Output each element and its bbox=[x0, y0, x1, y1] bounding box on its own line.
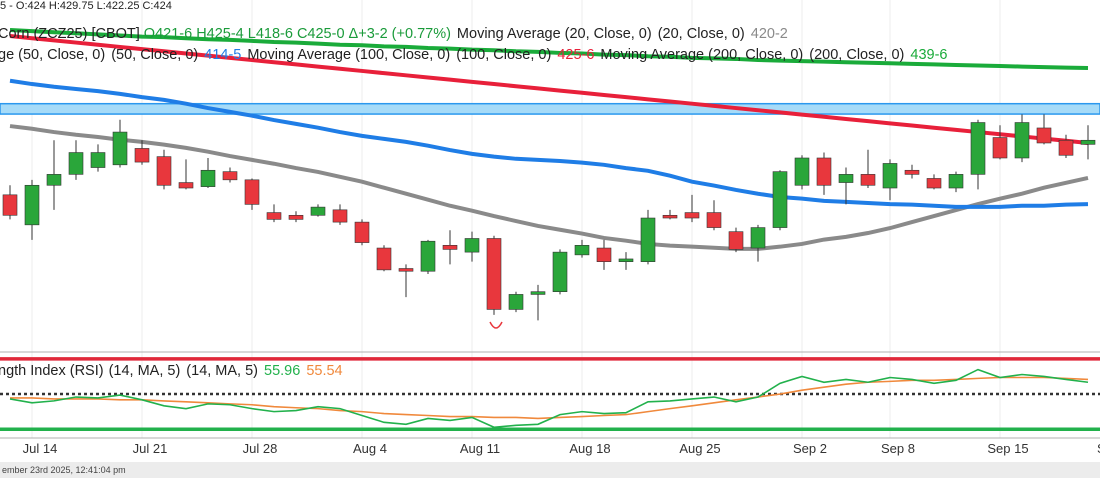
x-tick-label: Sep 2 bbox=[793, 441, 827, 456]
plot-area: Jul 14 Jul 21 Jul 28 Aug 4 Aug 11 Aug 18 Aug 2… bbox=[0, 0, 1100, 456]
candle-body bbox=[882, 163, 898, 189]
candle-body bbox=[24, 184, 40, 226]
candle-body bbox=[90, 152, 106, 168]
symbol: Corn (ZCZ25) [CBOT] bbox=[0, 26, 140, 42]
x-tick-label: Sep 8 bbox=[881, 441, 915, 456]
ohlc-line: 5 - O:424 H:429.75 L:422.25 C:424 bbox=[0, 0, 172, 12]
x-tick-label: Aug 11 bbox=[460, 441, 500, 456]
candle-body bbox=[134, 148, 150, 163]
status-bar bbox=[0, 462, 1100, 478]
candle-body bbox=[376, 247, 392, 271]
candle-body bbox=[684, 212, 700, 219]
candle-body bbox=[750, 227, 766, 249]
candle-body bbox=[596, 247, 612, 262]
candle-body bbox=[442, 245, 458, 250]
candle-body bbox=[200, 169, 216, 187]
candle-body bbox=[222, 171, 238, 181]
rsi-legend: ngth Index (RSI) (14, MA, 5) (14, MA, 5) 55… bbox=[0, 363, 343, 379]
candle-body bbox=[926, 178, 942, 189]
candle-body bbox=[1080, 139, 1096, 145]
x-tick-label: Jul 14 bbox=[23, 441, 58, 456]
candle-body bbox=[794, 157, 810, 186]
moving-average bbox=[9, 124, 1089, 251]
x-tick-label: Jul 28 bbox=[243, 441, 278, 456]
legend-name: ge (50, Close, 0) bbox=[0, 47, 105, 63]
candle-body bbox=[530, 291, 546, 295]
legend-value: 420-2 bbox=[751, 26, 788, 42]
candle-body bbox=[1058, 139, 1074, 156]
x-tick-label: Aug 4 bbox=[353, 441, 387, 456]
candle-body bbox=[552, 251, 568, 292]
candle-body bbox=[640, 217, 656, 262]
candle-body bbox=[68, 152, 84, 175]
candle-body bbox=[904, 169, 920, 175]
legend-params: (50, Close, 0) bbox=[111, 47, 198, 63]
candle-body bbox=[816, 157, 832, 186]
legend-value: 439-6 bbox=[910, 47, 947, 63]
candle-body bbox=[838, 174, 854, 183]
rsi-title: ngth Index (RSI) bbox=[0, 363, 104, 379]
x-tick-label: Aug 18 bbox=[569, 441, 610, 456]
x-tick-label: Aug 25 bbox=[679, 441, 720, 456]
candle-body bbox=[178, 182, 194, 189]
candle-body bbox=[112, 131, 128, 166]
x-tick-label: Sep 15 bbox=[987, 441, 1028, 456]
moving-average bbox=[9, 34, 1089, 145]
x-tick-label: S bbox=[1097, 441, 1100, 456]
moving-average bbox=[9, 78, 1089, 209]
legend-name: Moving Average (200, Close, 0) bbox=[600, 47, 803, 63]
legend-params: (14, MA, 5) bbox=[109, 363, 181, 379]
candle-body bbox=[244, 179, 260, 205]
legend-value: 55.96 bbox=[264, 363, 300, 379]
legend-value: 414-5 bbox=[204, 47, 241, 63]
legend-params: (14, MA, 5) bbox=[186, 363, 258, 379]
fractal-marker bbox=[489, 321, 503, 329]
candle-body bbox=[398, 268, 414, 272]
candle-body bbox=[662, 214, 678, 219]
legend-params: (100, Close, 0) bbox=[456, 47, 551, 63]
candle-body bbox=[420, 240, 436, 272]
legend-value: 425-6 bbox=[557, 47, 594, 63]
candle-body bbox=[332, 209, 348, 223]
candle-body bbox=[508, 294, 524, 310]
legend-name: Moving Average (20, Close, 0) bbox=[457, 26, 652, 42]
candle-body bbox=[1014, 122, 1030, 159]
candle-body bbox=[156, 156, 172, 186]
quote: O421-6 H425-4 L418-6 C425-0 Δ+3-2 (+0.77… bbox=[144, 26, 451, 42]
legend-name: Moving Average (100, Close, 0) bbox=[247, 47, 450, 63]
moving-average bbox=[9, 28, 1089, 70]
candle-body bbox=[970, 122, 986, 175]
legend-params: (200, Close, 0) bbox=[809, 47, 904, 63]
legend-line: Corn (ZCZ25) [CBOT] O421-6 H425-4 L418-6 … bbox=[0, 26, 788, 42]
candle-body bbox=[772, 171, 788, 228]
x-tick-label: Jul 21 bbox=[133, 441, 168, 456]
candle-body bbox=[618, 258, 634, 262]
status-text: ember 23rd 2025, 12:41:04 pm bbox=[2, 465, 126, 475]
legend-params: (20, Close, 0) bbox=[658, 26, 745, 42]
candle-body bbox=[860, 174, 876, 186]
candle-body bbox=[728, 231, 744, 250]
rsi-line bbox=[10, 376, 1089, 420]
candle-body bbox=[464, 238, 480, 253]
candle-body bbox=[266, 212, 282, 220]
legend-line: ge (50, Close, 0) (50, Close, 0) 414-5 Movi… bbox=[0, 47, 947, 63]
candle-body bbox=[948, 174, 964, 189]
candle-body bbox=[574, 245, 590, 256]
candle-body bbox=[1036, 127, 1052, 144]
candle-body bbox=[354, 221, 370, 243]
candle-body bbox=[706, 212, 722, 228]
candle-body bbox=[288, 214, 304, 220]
candle-body bbox=[46, 174, 62, 186]
zone bbox=[0, 102, 1100, 115]
candle-body bbox=[486, 238, 502, 310]
candle-body bbox=[2, 194, 18, 216]
legend-value: 55.54 bbox=[306, 363, 342, 379]
candle-body bbox=[992, 137, 1008, 159]
candle-body bbox=[310, 206, 326, 216]
rsi-line bbox=[9, 368, 1089, 429]
